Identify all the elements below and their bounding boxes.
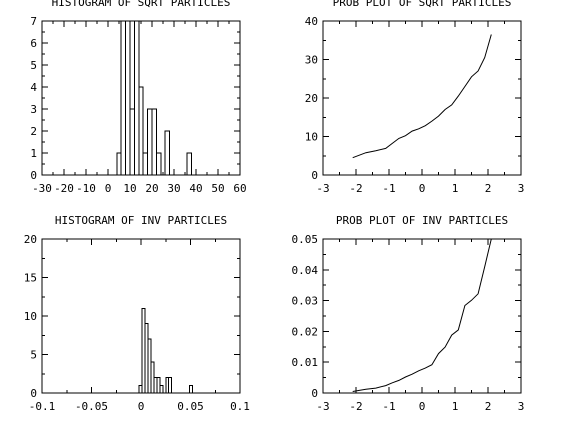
x-tick-label: -3 <box>316 182 329 195</box>
y-tick-label: 20 <box>24 233 37 246</box>
y-tick-label: 2 <box>30 125 37 138</box>
chart-title: HISTOGRAM OF SQRT PARTICLES <box>52 0 231 9</box>
x-tick-label: -10 <box>76 182 96 195</box>
y-tick-label: 15 <box>24 272 37 285</box>
x-tick-label: -20 <box>54 182 74 195</box>
y-tick-label: 0.03 <box>292 295 319 308</box>
histogram-bar <box>133 20 140 176</box>
x-tick-label: -3 <box>316 400 329 413</box>
x-tick-label: 0 <box>138 400 145 413</box>
x-tick-label: -0.1 <box>29 400 56 413</box>
x-tick-label: 2 <box>485 182 492 195</box>
x-tick-label: 0 <box>105 182 112 195</box>
y-tick-label: 5 <box>30 349 37 362</box>
y-tick-label: 0.04 <box>292 264 319 277</box>
x-tick-label: 20 <box>145 182 158 195</box>
x-tick-label: -0.05 <box>75 400 108 413</box>
histogram-bar <box>125 20 131 176</box>
histogram-bar <box>147 108 153 176</box>
y-tick-label: 7 <box>30 15 37 28</box>
probability-line <box>352 238 492 392</box>
y-tick-label: 0.05 <box>292 233 319 246</box>
chart-panel-2: PROB PLOT OF SQRT PARTICLES-3 -2 -1 0 1 2 3010… <box>305 0 525 195</box>
y-tick-label: 0 <box>311 169 318 182</box>
y-tick-label: 6 <box>30 37 37 50</box>
x-tick-label: 0 <box>419 400 426 413</box>
x-tick-label: -1 <box>382 182 395 195</box>
histogram-bar <box>116 152 122 176</box>
y-tick-label: 0 <box>30 169 37 182</box>
y-tick-label: 20 <box>305 92 318 105</box>
y-tick-label: 0 <box>311 387 318 400</box>
plot-frame <box>41 20 241 176</box>
x-tick-label: 10 <box>123 182 136 195</box>
plot-frame <box>322 20 522 176</box>
y-tick-label: 4 <box>30 81 37 94</box>
histogram-bar <box>189 384 193 394</box>
histogram-bar <box>159 384 164 394</box>
chart-panel-4: PROB PLOT OF INV PARTICLES -3 -2 -1 0 1 2 3 0 0.0… <box>292 214 525 413</box>
chart-title: HISTOGRAM OF INV PARTICLES <box>55 214 227 227</box>
y-tick-label: 0.01 <box>292 356 319 369</box>
x-tick-label: 0 <box>419 182 426 195</box>
histogram-bar <box>155 152 162 176</box>
x-tick-label: -1 <box>382 400 395 413</box>
y-tick-label: 40 <box>305 15 318 28</box>
histogram-bar <box>138 86 144 176</box>
x-tick-label: -30 <box>32 182 52 195</box>
y-tick-label: 0 <box>30 387 37 400</box>
x-tick-label: 3 <box>518 400 525 413</box>
x-tick-label: 30 <box>167 182 180 195</box>
histogram-bar <box>168 377 173 394</box>
histogram-bar <box>120 20 127 176</box>
y-tick-label: 1 <box>30 147 37 160</box>
y-tick-label: 30 <box>305 54 318 67</box>
x-tick-label: -2 <box>349 400 362 413</box>
chart-title: PROB PLOT OF SQRT PARTICLES <box>333 0 512 9</box>
y-tick-label: 3 <box>30 103 37 116</box>
histogram-bar <box>164 130 171 176</box>
plot-frame <box>41 238 241 394</box>
chart-panel-3: HISTOGRAM OF INV PARTICLES -0.1 -0.05 0 0.05… <box>24 214 250 413</box>
x-tick-label: -2 <box>349 182 362 195</box>
y-tick-label: 10 <box>305 131 318 144</box>
plot-frame <box>322 238 522 394</box>
x-tick-label: 60 <box>233 182 246 195</box>
x-tick-label: 2 <box>485 400 492 413</box>
y-tick-label: 0.02 <box>292 325 319 338</box>
histogram-bar <box>186 152 193 176</box>
y-tick-label: 10 <box>24 310 37 323</box>
x-tick-label: 0.05 <box>177 400 204 413</box>
histogram-bar <box>129 108 135 176</box>
x-tick-label: 50 <box>211 182 224 195</box>
histogram-bar <box>142 152 149 176</box>
x-tick-label: 40 <box>189 182 202 195</box>
chart-title: PROB PLOT OF INV PARTICLES <box>336 214 508 227</box>
histogram-bar <box>151 108 157 176</box>
x-tick-label: 1 <box>452 400 459 413</box>
x-tick-label: 0.1 <box>230 400 250 413</box>
probability-line <box>352 34 492 159</box>
x-tick-label: 1 <box>452 182 459 195</box>
x-tick-label: 3 <box>518 182 525 195</box>
y-tick-label: 5 <box>30 59 37 72</box>
chart-panel-1: HISTOGRAM OF SQRT PARTICLES-30 -20 -10 0 10 2… <box>30 0 246 195</box>
